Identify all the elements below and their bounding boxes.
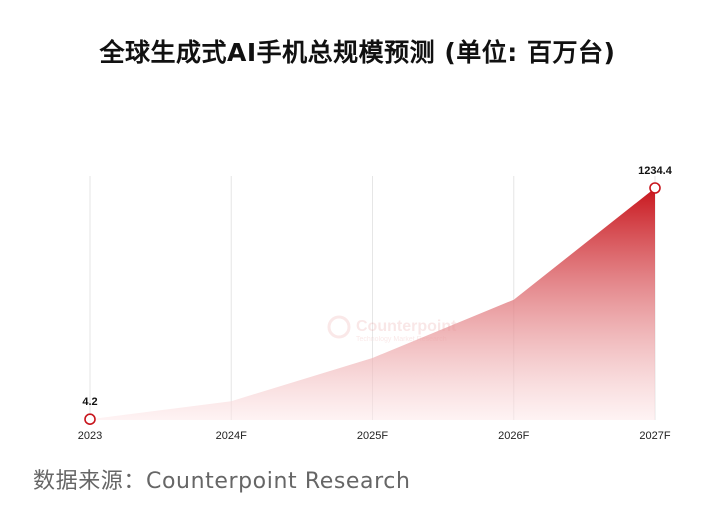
x-axis-labels: 2023 2024F 2025F 2026F 2027F <box>78 430 671 442</box>
data-label-2023: 4.2 <box>82 396 97 408</box>
marker-2027f <box>649 182 661 194</box>
x-tick-2025f: 2025F <box>357 430 388 442</box>
data-label-2027f: 1234.4 <box>638 165 673 177</box>
x-tick-2027f: 2027F <box>639 430 670 442</box>
watermark: Counterpoint Technology Market Research <box>327 315 457 343</box>
x-tick-2023: 2023 <box>78 430 102 442</box>
watermark-tagline: Technology Market Research <box>356 336 447 343</box>
x-tick-2024f: 2024F <box>216 430 247 442</box>
data-markers <box>84 182 661 426</box>
area-series <box>90 188 655 420</box>
area-fill <box>90 188 655 420</box>
source-note: 数据来源：Counterpoint Research <box>33 469 411 494</box>
marker-2023 <box>84 413 96 426</box>
data-labels: 4.2 1234.4 <box>82 165 672 408</box>
x-tick-2026f: 2026F <box>498 430 529 442</box>
chart-title: 全球生成式AI手机总规模预测 (单位: 百万台) <box>99 38 616 67</box>
watermark-brand: Counterpoint <box>356 318 457 335</box>
